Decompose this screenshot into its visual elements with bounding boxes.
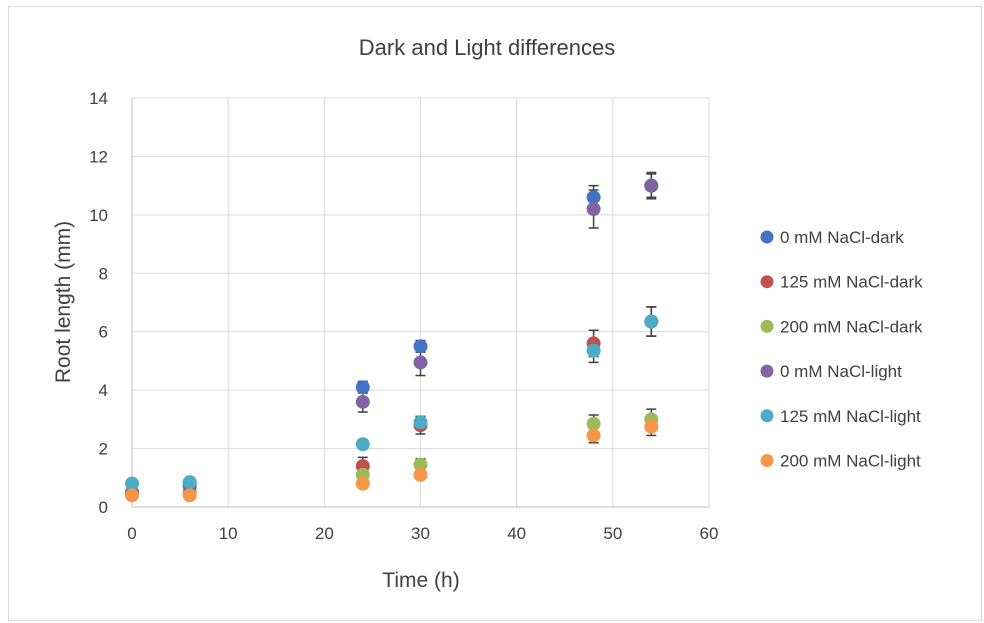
gridlines [132,97,710,507]
y-tick-label: 14 [89,89,108,108]
x-tick-label: 20 [315,524,334,543]
data-point [413,339,428,354]
legend-label: 0 mM NaCl-light [780,362,902,381]
y-axis-label: Root length (mm) [52,221,75,383]
data-point [586,416,601,431]
data-point [413,415,428,430]
axes [131,98,709,508]
tick-labels: 0 10 20 30 40 50 60 0 2 4 6 8 10 12 14 [89,89,718,543]
y-tick-label: 2 [99,440,108,459]
data-point [355,380,370,395]
legend-label: 0 mM NaCl-dark [780,228,904,247]
legend-marker [760,319,774,333]
data-points [125,178,659,503]
y-tick-label: 8 [99,264,108,283]
y-tick-label: 0 [99,498,108,517]
data-point [125,476,139,491]
y-tick-label: 10 [89,206,108,225]
data-point [355,394,370,409]
data-point [182,475,197,490]
data-point [182,488,197,503]
chart-frame [8,6,982,621]
legend-label: 200 mM NaCl-dark [780,317,923,336]
legend-label: 125 mM NaCl-dark [780,273,923,292]
legend-label: 125 mM NaCl-light [780,407,921,426]
x-tick-label: 50 [603,524,622,543]
data-point [125,488,139,503]
data-point [586,190,601,205]
x-tick-label: 0 [127,524,136,543]
legend-label: 200 mM NaCl-light [780,452,921,471]
data-point [413,355,428,370]
data-point [355,476,370,491]
y-tick-label: 4 [99,381,108,400]
legend-item: 125 mM NaCl-dark [760,273,923,292]
y-tick-label: 12 [89,147,108,166]
data-point [586,343,601,358]
x-axis-label: Time (h) [382,569,459,592]
x-tick-label: 10 [219,524,238,543]
legend-marker [760,364,774,378]
x-tick-label: 30 [411,524,430,543]
data-point [644,419,659,434]
legend-marker [760,275,774,289]
data-point [586,428,601,443]
y-tick-label: 6 [99,323,108,342]
data-point [586,202,601,217]
legend-marker [760,454,774,467]
legend-item: 200 mM NaCl-dark [760,317,923,336]
legend-marker [760,230,774,244]
x-tick-label: 40 [507,524,526,543]
data-point [355,437,370,452]
legend-marker [760,409,774,423]
legend: 0 mM NaCl-dark 125 mM NaCl-dark 200 mM NaC… [760,228,923,471]
legend-item: 125 mM NaCl-light [760,407,921,426]
legend-item: 0 mM NaCl-light [760,362,902,381]
legend-item: 0 mM NaCl-dark [760,228,904,247]
data-point [413,457,428,472]
data-point [644,314,659,329]
data-point [413,467,428,482]
chart-title: Dark and Light differences [359,35,615,60]
data-point [644,178,659,193]
legend-item: 200 mM NaCl-light [760,452,921,471]
x-tick-label: 60 [700,524,719,543]
